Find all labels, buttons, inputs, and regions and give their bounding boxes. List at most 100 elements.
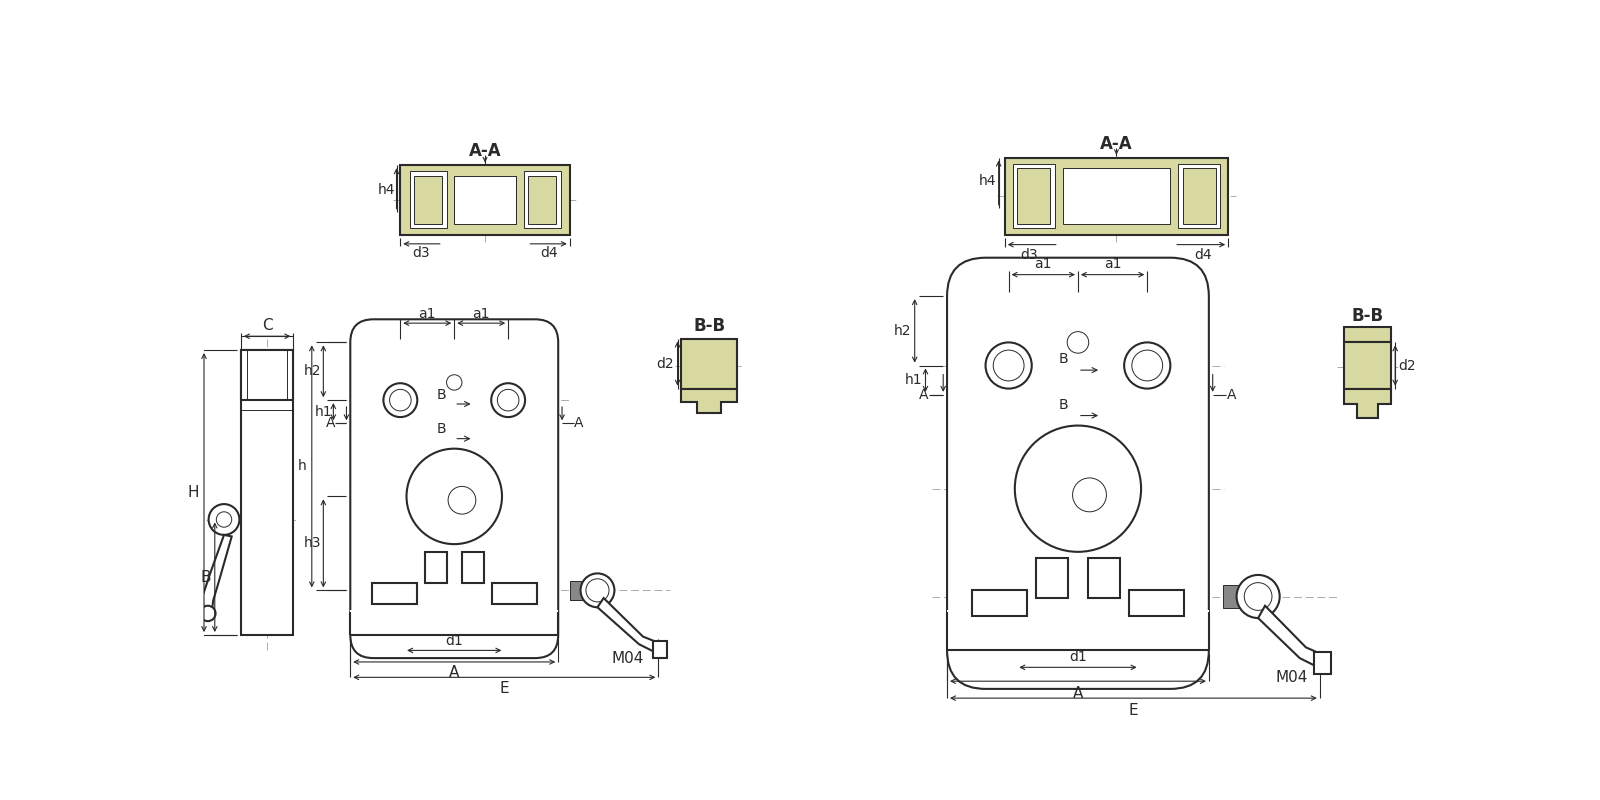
Circle shape (586, 578, 610, 602)
Circle shape (208, 504, 240, 535)
Bar (410, 171, 446, 229)
Text: B: B (1059, 398, 1069, 412)
Text: A-A: A-A (469, 142, 501, 161)
Bar (491, 582, 536, 604)
Text: B: B (437, 422, 446, 437)
Polygon shape (597, 598, 658, 652)
Bar (426, 552, 446, 582)
Circle shape (1245, 582, 1272, 610)
Circle shape (446, 374, 462, 390)
Bar (1314, 652, 1331, 674)
Bar (242, 350, 293, 635)
Text: B-B: B-B (693, 318, 725, 335)
Bar (1005, 158, 1229, 234)
Bar (653, 641, 667, 658)
FancyBboxPatch shape (350, 319, 558, 658)
Text: d3: d3 (1021, 248, 1038, 262)
Text: A: A (573, 416, 582, 430)
Text: a1: a1 (472, 307, 490, 321)
Circle shape (1237, 575, 1280, 618)
Text: d3: d3 (413, 246, 430, 260)
Circle shape (384, 383, 418, 417)
Bar (1128, 590, 1184, 616)
Bar (1013, 164, 1054, 229)
Text: d1: d1 (1069, 650, 1086, 663)
Polygon shape (1344, 389, 1392, 418)
Text: B: B (437, 388, 446, 402)
Bar (414, 176, 442, 224)
Bar (528, 176, 555, 224)
Text: h4: h4 (378, 182, 395, 197)
Bar (1182, 168, 1216, 224)
Circle shape (406, 449, 502, 544)
Bar (523, 171, 560, 229)
Text: C: C (262, 318, 272, 333)
Text: E: E (499, 681, 509, 696)
Text: E: E (1128, 703, 1138, 718)
Bar (971, 590, 1027, 616)
Text: h1: h1 (315, 405, 333, 418)
Bar (1178, 164, 1221, 229)
Polygon shape (682, 389, 738, 414)
Text: a1: a1 (419, 307, 437, 321)
Circle shape (491, 383, 525, 417)
Circle shape (986, 342, 1032, 389)
Circle shape (994, 350, 1024, 381)
Text: A: A (450, 666, 459, 680)
Bar (1035, 558, 1067, 598)
FancyBboxPatch shape (947, 258, 1210, 689)
Bar (570, 581, 586, 599)
Circle shape (200, 606, 216, 621)
Text: h2: h2 (304, 364, 322, 378)
Bar (242, 350, 293, 400)
Text: A: A (325, 416, 334, 430)
Text: M04: M04 (611, 650, 643, 666)
Text: a1: a1 (1035, 257, 1053, 271)
Circle shape (389, 390, 411, 411)
Bar (1088, 558, 1120, 598)
Circle shape (1014, 426, 1141, 552)
Bar (1344, 342, 1392, 389)
Bar (462, 552, 483, 582)
Text: B-B: B-B (1352, 307, 1384, 326)
Text: h2: h2 (894, 324, 910, 338)
Bar (371, 582, 416, 604)
Bar (947, 610, 1210, 650)
Text: H: H (187, 485, 198, 500)
Text: M04: M04 (1275, 670, 1309, 685)
Bar (400, 166, 570, 234)
Bar (454, 176, 515, 224)
Polygon shape (203, 535, 232, 612)
Text: h: h (298, 459, 307, 474)
Circle shape (581, 574, 614, 607)
Text: A-A: A-A (1101, 134, 1133, 153)
Text: B: B (1059, 352, 1069, 366)
Circle shape (1131, 350, 1163, 381)
Text: B: B (200, 570, 211, 585)
Circle shape (448, 486, 475, 514)
Circle shape (498, 390, 518, 411)
Text: h4: h4 (979, 174, 997, 188)
Text: h3: h3 (304, 536, 322, 550)
Text: A: A (918, 388, 928, 402)
Polygon shape (1258, 606, 1320, 666)
Bar (1222, 585, 1242, 608)
Text: d2: d2 (1398, 358, 1416, 373)
Bar (1062, 168, 1170, 224)
Bar (1344, 327, 1392, 342)
Text: A: A (1227, 388, 1237, 402)
Text: A: A (1072, 686, 1083, 701)
Text: d4: d4 (1195, 248, 1213, 262)
Text: d1: d1 (445, 634, 462, 648)
Text: a1: a1 (1104, 257, 1122, 271)
Circle shape (1072, 478, 1107, 512)
Circle shape (1067, 332, 1088, 353)
Bar (682, 338, 738, 389)
Text: h1: h1 (906, 373, 923, 387)
Text: d2: d2 (656, 357, 674, 370)
Text: d4: d4 (541, 246, 558, 260)
Bar (1018, 168, 1050, 224)
Circle shape (1125, 342, 1170, 389)
Bar (350, 610, 558, 635)
Circle shape (216, 512, 232, 527)
